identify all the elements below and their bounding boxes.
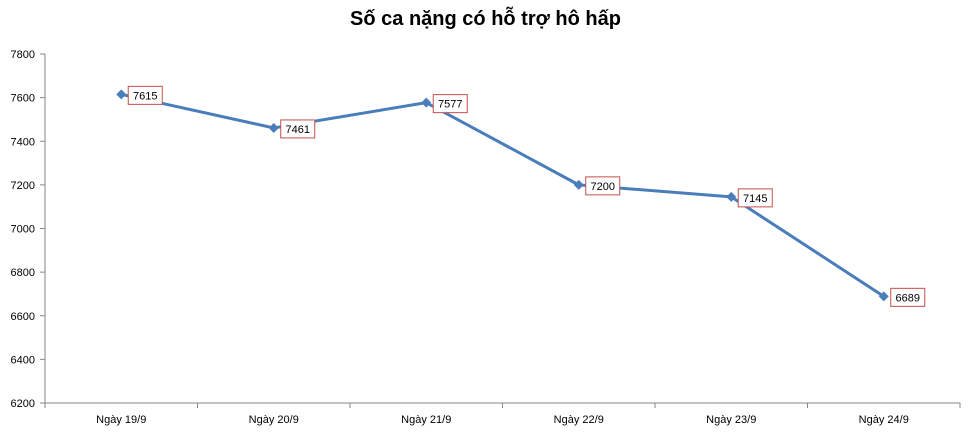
data-point-marker <box>878 291 889 302</box>
y-tick-label: 7200 <box>11 180 35 192</box>
y-tick-label: 7600 <box>11 93 35 105</box>
data-point-marker <box>116 89 127 100</box>
y-tick-label: 7800 <box>11 49 35 61</box>
data-label-box <box>585 176 621 196</box>
data-labels: 7615 7461 7577 7200 7145 6689 <box>127 85 926 307</box>
y-tick-label: 6600 <box>11 311 35 323</box>
data-label: 7577 <box>432 94 468 114</box>
y-tick-label: 6800 <box>11 267 35 279</box>
data-label-value: 7145 <box>743 193 767 205</box>
y-axis-ticks: 6200 6400 6600 6800 7000 7200 7400 7600 7800 <box>11 49 45 410</box>
data-label-value: 7577 <box>438 99 462 111</box>
x-tick-label: Ngày 24/9 <box>859 414 909 426</box>
x-tick-label: Ngày 19/9 <box>96 414 146 426</box>
data-point-marker <box>573 179 584 190</box>
y-tick-label: 6200 <box>11 398 35 410</box>
x-tick-label: Ngày 22/9 <box>554 414 604 426</box>
data-label-value: 6689 <box>896 292 920 304</box>
x-tick-label: Ngày 21/9 <box>401 414 451 426</box>
x-tick-label: Ngày 20/9 <box>249 414 299 426</box>
x-tick-label: Ngày 23/9 <box>706 414 756 426</box>
data-label-value: 7615 <box>133 90 157 102</box>
y-tick-label: 6400 <box>11 354 35 366</box>
data-label-value: 7461 <box>286 124 310 136</box>
data-label-box <box>432 94 468 114</box>
data-label: 7145 <box>737 188 773 208</box>
data-label-box <box>890 287 926 307</box>
data-label-box <box>737 188 773 208</box>
data-label-box <box>127 85 163 105</box>
chart-title: Số ca nặng có hỗ trợ hô hấp <box>350 8 621 30</box>
data-label: 7461 <box>280 119 316 139</box>
data-point-marker <box>421 97 432 108</box>
data-label-box <box>280 119 316 139</box>
data-label: 6689 <box>890 287 926 307</box>
series-line <box>120 92 885 298</box>
y-tick-label: 7000 <box>11 224 35 236</box>
data-label: 7200 <box>585 176 621 196</box>
x-axis-ticks: Ngày 19/9 Ngày 20/9 Ngày 21/9 Ngày 22/9 Ngày… <box>44 403 961 426</box>
data-point-marker <box>268 122 279 133</box>
y-tick-label: 7400 <box>11 136 35 148</box>
data-label-value: 7200 <box>591 181 615 193</box>
data-point-marker <box>726 191 737 202</box>
data-label: 7615 <box>127 85 163 105</box>
series <box>116 89 889 302</box>
